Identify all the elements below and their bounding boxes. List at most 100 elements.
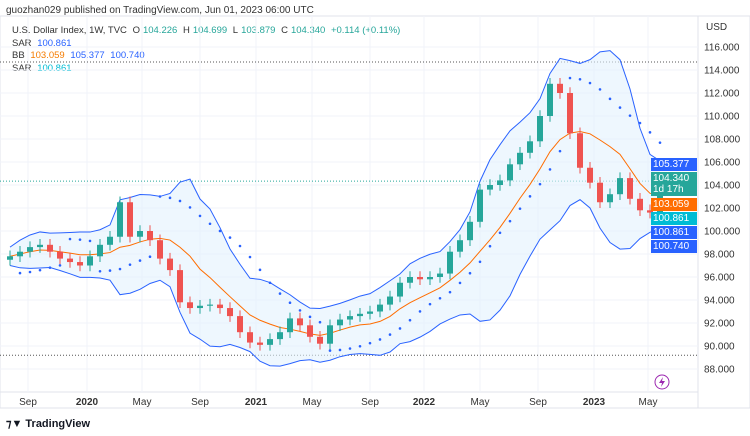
candle-body: [237, 316, 243, 333]
candle-body: [357, 313, 363, 317]
sar-dot: [318, 320, 322, 324]
sar-dot: [198, 214, 202, 218]
sar-dot: [38, 268, 42, 272]
candle-body: [647, 210, 653, 213]
candle-body: [437, 273, 443, 277]
price-badge: 100.740: [651, 240, 697, 253]
x-tick-label: Sep: [191, 397, 209, 408]
sar-dot: [608, 97, 612, 101]
close-value: 104.340: [290, 25, 326, 36]
open-value: 104.226: [142, 25, 178, 36]
sar-dot: [508, 219, 512, 223]
bb-basis-line: [9, 131, 661, 336]
candle-body: [347, 316, 353, 320]
sar-dot: [138, 259, 142, 262]
sar-dot: [548, 168, 552, 171]
y-tick-label: 116.000: [704, 43, 740, 54]
y-tick-label: 110.000: [704, 112, 740, 123]
sar-dot: [648, 131, 652, 134]
candle-body: [287, 318, 293, 333]
x-tick-label: May: [471, 397, 490, 408]
x-tick-label: Sep: [19, 397, 37, 408]
candle-body: [77, 262, 83, 266]
sar1-value: 100.861: [37, 37, 72, 49]
sar-dot: [458, 281, 462, 285]
candle-body: [7, 256, 13, 260]
candle-body: [607, 194, 613, 203]
sar-dot: [68, 237, 72, 241]
sar-dot: [538, 182, 542, 186]
symbol-name[interactable]: U.S. Dollar Index, 1W, TVC: [12, 25, 127, 36]
y-tick-label: 114.000: [704, 66, 740, 77]
x-tick-label: 2022: [413, 397, 436, 408]
sar-dot: [568, 76, 572, 80]
candle-body: [417, 277, 423, 280]
candle-body: [457, 240, 463, 252]
l-label: L: [232, 25, 239, 36]
candle-body: [527, 141, 533, 153]
sar-dot: [528, 195, 532, 198]
sar-dot: [48, 266, 52, 269]
c-label: C: [281, 25, 288, 36]
candle-body: [187, 302, 193, 309]
sar-dot: [188, 206, 192, 209]
sar2-label: SAR: [12, 62, 32, 74]
sar2-value: 100.861: [37, 62, 72, 74]
candle-body: [97, 244, 103, 257]
sar-dot: [248, 255, 252, 259]
candle-body: [177, 270, 183, 303]
chart-frame: [0, 15, 750, 409]
sar-dot: [228, 236, 232, 239]
candle-body: [447, 251, 453, 274]
candle-body: [47, 244, 53, 252]
sar-dot: [358, 344, 362, 348]
sar1-row[interactable]: SAR 100.861: [12, 38, 403, 51]
sar-dot: [178, 199, 182, 203]
brand-name: TradingView: [25, 418, 91, 430]
candle-body: [217, 304, 223, 309]
sar-dot: [498, 231, 502, 235]
candle-body: [487, 185, 493, 190]
badge-value: 100.861: [653, 227, 690, 238]
sar-dot: [368, 341, 372, 345]
candle-body: [337, 319, 343, 326]
sar-dot: [578, 77, 582, 81]
candle-body: [277, 332, 283, 340]
sar-dot: [28, 270, 32, 274]
sar-dot: [428, 302, 432, 306]
y-tick-label: 88.000: [704, 365, 735, 376]
sar-dot: [298, 309, 302, 312]
candle-body: [427, 277, 433, 280]
sar-dot: [388, 333, 392, 336]
bb-lower: 100.740: [110, 50, 145, 61]
candle-body: [37, 244, 43, 248]
x-tick-label: 2021: [245, 397, 268, 408]
y-tick-label: 108.000: [704, 135, 741, 146]
badge-value: 103.059: [653, 199, 690, 210]
sar-dot: [288, 301, 292, 305]
sar-dot: [218, 229, 222, 233]
candle-body: [557, 83, 563, 93]
sar-dot: [348, 347, 352, 350]
bb-mid: 103.059: [30, 50, 65, 61]
sar-dot: [588, 81, 592, 85]
badge-value: 100.740: [653, 241, 690, 252]
y-tick-label: 92.000: [704, 319, 735, 330]
y-tick-label: 94.000: [704, 296, 735, 307]
sar-dot: [658, 141, 662, 144]
candle-body: [627, 178, 633, 199]
o-label: O: [132, 25, 140, 36]
price-badge: 105.377: [651, 158, 697, 171]
candle-body: [127, 202, 133, 237]
tv-logo-icon: ⁊▼: [6, 418, 26, 430]
sar-dot: [168, 196, 172, 200]
currency-label: USD: [706, 22, 728, 33]
price-badge: 100.861: [651, 212, 697, 225]
candle-body: [307, 325, 313, 337]
candle-body: [67, 258, 73, 263]
candle-body: [577, 133, 583, 168]
sar2-row[interactable]: SAR 100.861: [12, 63, 403, 76]
sar-dot: [308, 315, 312, 319]
bb-lower-line: [9, 199, 661, 367]
